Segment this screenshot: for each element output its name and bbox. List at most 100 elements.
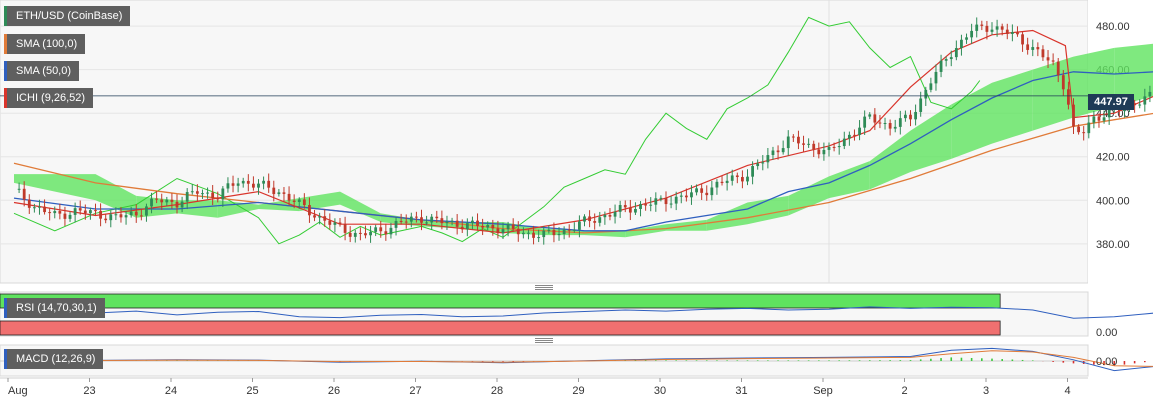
candle-body bbox=[374, 227, 378, 232]
candle-body bbox=[919, 98, 923, 112]
candle-body bbox=[1026, 44, 1030, 50]
candle-body bbox=[17, 188, 21, 190]
candle-body bbox=[328, 220, 332, 225]
candle-body bbox=[216, 198, 220, 200]
macd-legend[interactable]: MACD (12,26,9) bbox=[4, 349, 104, 369]
candle-body bbox=[786, 136, 790, 149]
candle-body bbox=[904, 114, 907, 119]
candle-body bbox=[338, 222, 342, 225]
pair-legend-label: ETH/USD (CoinBase) bbox=[16, 10, 123, 22]
macd-tick-label: 0.00 bbox=[1096, 356, 1117, 368]
candle-body bbox=[160, 199, 164, 203]
candle-body bbox=[603, 215, 607, 218]
candle-body bbox=[797, 136, 800, 144]
pair-legend[interactable]: ETH/USD (CoinBase) bbox=[4, 6, 131, 26]
candle-body bbox=[282, 192, 286, 194]
candle-body bbox=[572, 229, 576, 231]
candle-body bbox=[868, 114, 872, 117]
sma100-line bbox=[13, 112, 1153, 234]
x-tick-label: 2 bbox=[901, 385, 907, 397]
rsi-legend[interactable]: RSI (14,70,30,1) bbox=[4, 298, 105, 318]
x-tick-label: 25 bbox=[246, 385, 258, 397]
candle-body bbox=[292, 200, 296, 203]
pane-resize-handle-macd[interactable] bbox=[535, 338, 553, 343]
candle-body bbox=[297, 199, 301, 203]
candle-body bbox=[970, 30, 974, 38]
candle-body bbox=[491, 225, 495, 229]
candle-body bbox=[985, 25, 989, 32]
candle-body bbox=[221, 188, 225, 200]
candle-body bbox=[695, 188, 698, 193]
candle-body bbox=[511, 224, 515, 229]
candle-body bbox=[1107, 108, 1111, 118]
candle-body bbox=[109, 214, 113, 221]
candle-body bbox=[1082, 132, 1086, 134]
candle-body bbox=[756, 163, 760, 167]
candle-body bbox=[837, 146, 841, 148]
candle-body bbox=[241, 180, 245, 184]
cloud-segment bbox=[1114, 43, 1153, 107]
candle-body bbox=[394, 220, 398, 228]
candle-body bbox=[420, 217, 423, 223]
candle-body bbox=[751, 166, 754, 177]
pane-resize-handle-rsi[interactable] bbox=[535, 285, 553, 290]
cloud-segment bbox=[14, 174, 96, 201]
candle-body bbox=[1061, 75, 1065, 90]
candle-body bbox=[252, 183, 255, 188]
rsi-legend-label: RSI (14,70,30,1) bbox=[16, 302, 97, 314]
candle-body bbox=[236, 183, 240, 186]
candle-body bbox=[521, 232, 525, 235]
candle-body bbox=[175, 201, 179, 208]
cloud-segment bbox=[706, 202, 748, 231]
candle-body bbox=[1072, 104, 1075, 127]
candle-body bbox=[893, 126, 897, 129]
candle-body bbox=[471, 220, 474, 224]
candle-body bbox=[399, 220, 403, 222]
sma50-legend[interactable]: SMA (50,0) bbox=[4, 61, 80, 81]
candle-body bbox=[455, 220, 459, 227]
candle-body bbox=[364, 233, 367, 236]
candle-body bbox=[43, 206, 46, 213]
candle-body bbox=[552, 229, 556, 236]
ichimoku-legend[interactable]: ICHI (9,26,52) bbox=[4, 88, 94, 108]
candle-body bbox=[705, 192, 709, 196]
candle-body bbox=[1102, 117, 1106, 121]
candle-body bbox=[53, 211, 57, 214]
candle-body bbox=[262, 180, 265, 184]
candle-body bbox=[445, 221, 449, 224]
candle-body bbox=[883, 123, 887, 125]
candle-body bbox=[746, 176, 749, 182]
candle-body bbox=[481, 225, 485, 228]
candle-body bbox=[914, 111, 917, 120]
candle-body bbox=[990, 29, 994, 32]
candle-body bbox=[206, 192, 209, 194]
candle-body bbox=[272, 187, 276, 195]
candle-body bbox=[537, 237, 541, 239]
x-tick-label: Aug bbox=[8, 385, 28, 397]
candle-body bbox=[802, 143, 805, 145]
candle-body bbox=[725, 180, 729, 184]
candle-body bbox=[674, 196, 678, 204]
cloud-segment bbox=[869, 130, 911, 190]
cloud-segment bbox=[625, 224, 666, 238]
candle-body bbox=[842, 138, 846, 147]
cloud-segment bbox=[788, 176, 829, 216]
candle-body bbox=[129, 211, 133, 216]
cloud-segment bbox=[910, 104, 952, 172]
candle-body bbox=[720, 181, 724, 184]
candle-body bbox=[27, 199, 31, 208]
candle-body bbox=[415, 216, 418, 218]
candle-body bbox=[588, 216, 591, 222]
candle-body bbox=[1036, 47, 1040, 50]
x-tick-label: 3 bbox=[983, 385, 989, 397]
candle-body bbox=[73, 208, 77, 215]
candle-body bbox=[873, 114, 877, 123]
candle-body bbox=[853, 134, 856, 136]
sma100-legend[interactable]: SMA (100,0) bbox=[4, 34, 86, 54]
candle-body bbox=[369, 231, 372, 236]
candle-body bbox=[700, 188, 704, 193]
candle-body bbox=[1005, 29, 1009, 34]
y-tick-label: 400.00 bbox=[1096, 195, 1130, 207]
candle-body bbox=[38, 206, 41, 208]
candle-body bbox=[170, 199, 174, 202]
